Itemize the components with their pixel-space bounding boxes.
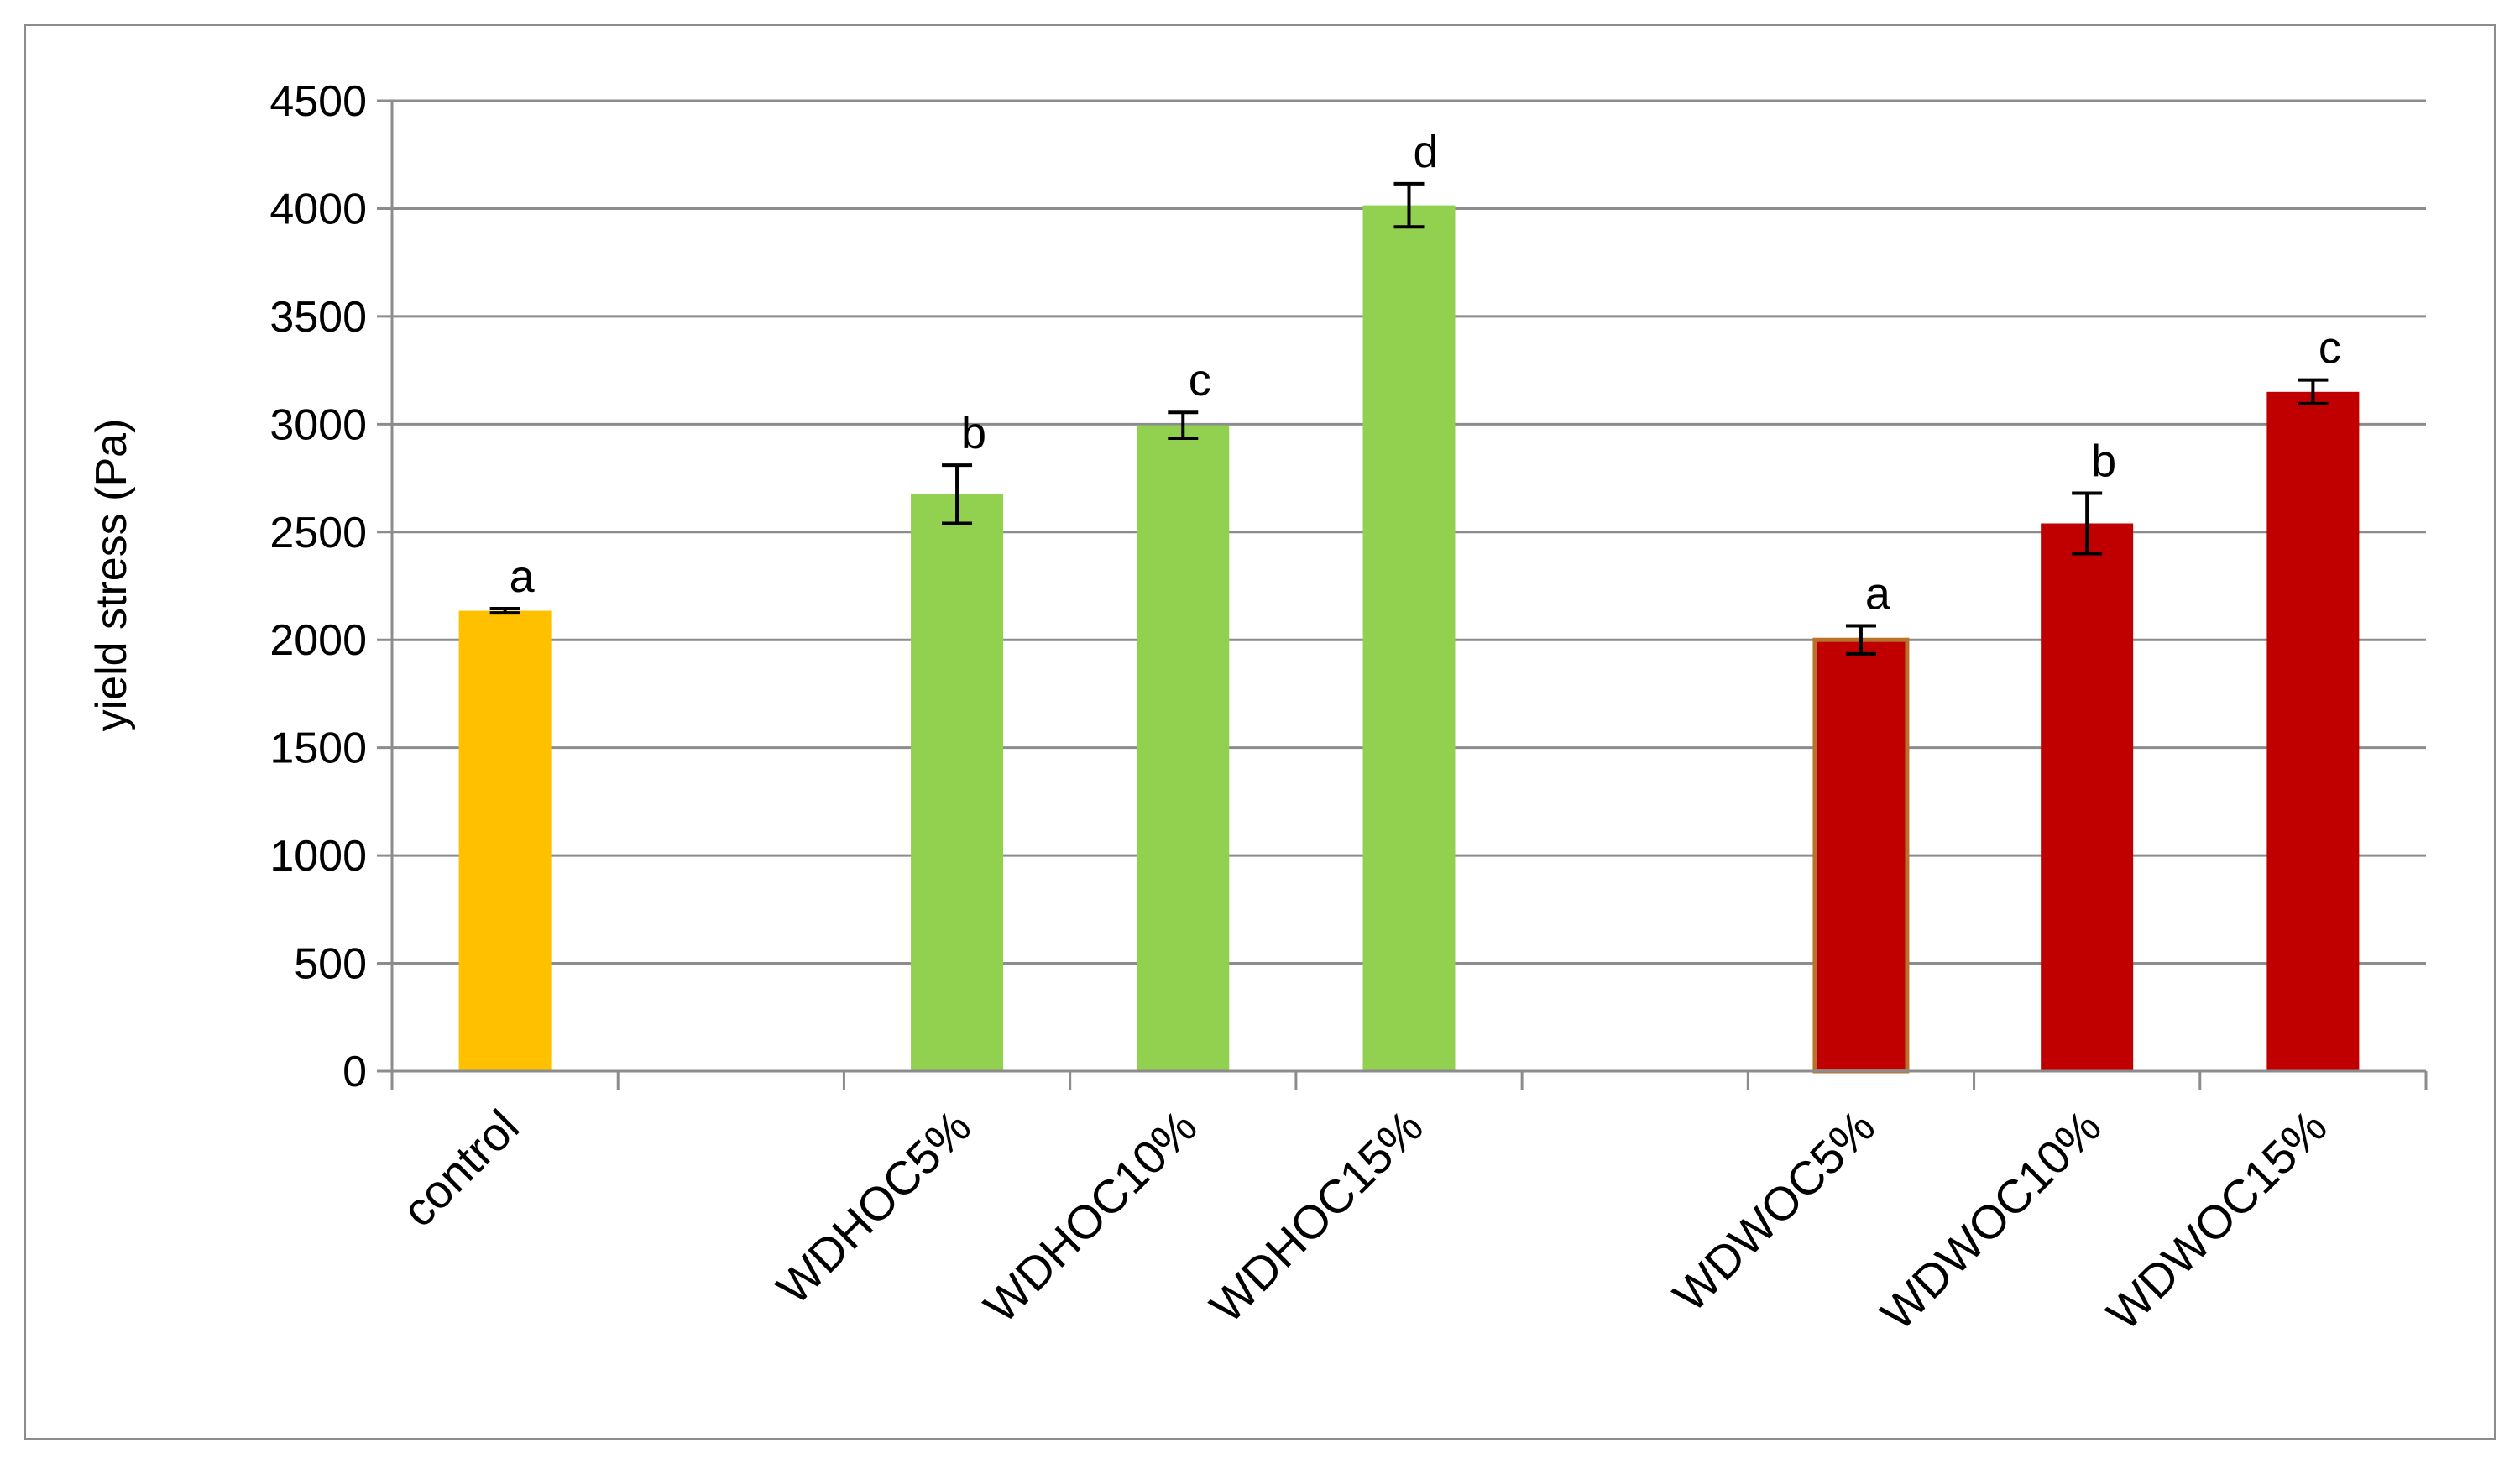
x-tick-label: control bbox=[392, 1100, 529, 1237]
y-tick-label: 4000 bbox=[269, 185, 367, 233]
significance-label: a bbox=[510, 552, 536, 602]
y-tick-label: 1500 bbox=[269, 724, 367, 773]
y-axis-title: yield stress (Pa) bbox=[87, 419, 136, 732]
y-tick-label: 1000 bbox=[269, 832, 367, 881]
significance-label: b bbox=[2091, 437, 2116, 487]
x-tick-label: WDHOC15% bbox=[1200, 1100, 1433, 1333]
bar-wdhoc10pct bbox=[1137, 425, 1230, 1071]
x-tick-label: WDHOC10% bbox=[974, 1100, 1207, 1333]
y-tick-label: 0 bbox=[342, 1048, 367, 1096]
labels: 0 500 1000 1500 2000 2500 3000 3500 4000 4500 a con… bbox=[269, 77, 2341, 1340]
y-tick-label: 4500 bbox=[269, 77, 367, 126]
y-tick-label: 3500 bbox=[269, 293, 367, 342]
x-tick-label: WDWOC15% bbox=[2096, 1100, 2337, 1341]
y-tick-label: 2500 bbox=[269, 509, 367, 557]
significance-label: c bbox=[1189, 355, 1211, 405]
x-tick-label: WDHOC5% bbox=[766, 1100, 981, 1315]
significance-label: a bbox=[1865, 569, 1891, 620]
significance-label: b bbox=[961, 408, 986, 458]
significance-label: d bbox=[1413, 127, 1438, 177]
bar-wdhoc15pct bbox=[1362, 205, 1456, 1072]
x-tick-label: WDWOC10% bbox=[1870, 1100, 2111, 1341]
bar-control bbox=[458, 610, 552, 1071]
bar-wdwoc10pct bbox=[2041, 523, 2134, 1071]
x-tick-label: WDWOC5% bbox=[1663, 1100, 1885, 1322]
axes bbox=[377, 99, 2428, 1090]
y-tick-label: 3000 bbox=[269, 400, 367, 449]
y-tick-label: 2000 bbox=[269, 616, 367, 665]
bar-wdwoc15pct bbox=[2266, 391, 2360, 1071]
bar-wdhoc5pct bbox=[911, 494, 1004, 1071]
bars bbox=[458, 205, 2360, 1074]
significance-label: c bbox=[2319, 323, 2341, 374]
bar-wdwoc5pct bbox=[1812, 637, 1910, 1074]
y-tick-label: 500 bbox=[294, 940, 367, 989]
error-bars bbox=[489, 181, 2329, 656]
